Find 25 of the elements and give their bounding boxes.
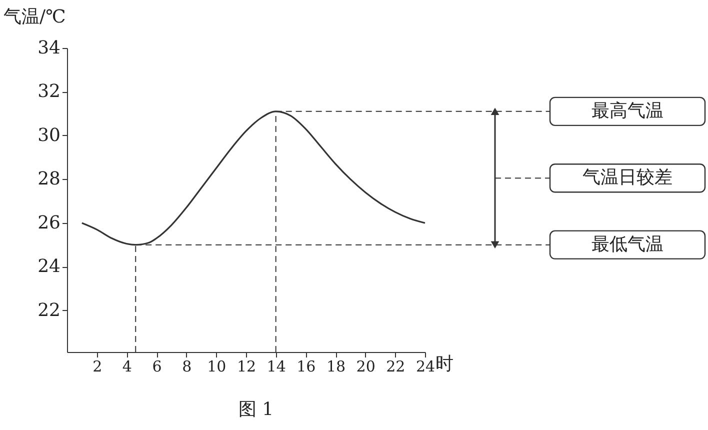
x-tick-label: 18	[326, 358, 346, 376]
x-tick-label: 2	[92, 358, 102, 376]
ref-line-label: 最低气温	[592, 234, 664, 255]
x-axis-title: 时	[436, 354, 454, 374]
y-tick-label: 22	[38, 300, 60, 321]
y-axis-title: 气温/℃	[4, 6, 66, 28]
caption: 图 1	[238, 399, 274, 420]
ref-line-label: 最高气温	[592, 100, 664, 122]
x-tick-label: 12	[236, 358, 256, 376]
y-tick-label: 30	[38, 124, 60, 146]
y-tick-label: 24	[38, 256, 60, 278]
x-tick-label: 4	[122, 358, 132, 376]
y-tick-label: 26	[38, 212, 60, 234]
x-tick-label: 10	[207, 358, 226, 376]
text: 气温日较差	[582, 167, 672, 188]
y-tick-label: 28	[38, 168, 60, 190]
x-tick-label: 16	[296, 358, 316, 376]
x-tick-label: 14	[266, 358, 286, 376]
y-tick-label: 32	[38, 81, 60, 102]
x-tick-label: 22	[386, 358, 406, 376]
x-tick-label: 6	[152, 358, 162, 376]
x-tick-label: 8	[182, 358, 192, 376]
y-tick-label: 34	[38, 38, 60, 58]
x-tick-label: 20	[356, 358, 376, 376]
x-tick-label: 24	[416, 358, 436, 376]
